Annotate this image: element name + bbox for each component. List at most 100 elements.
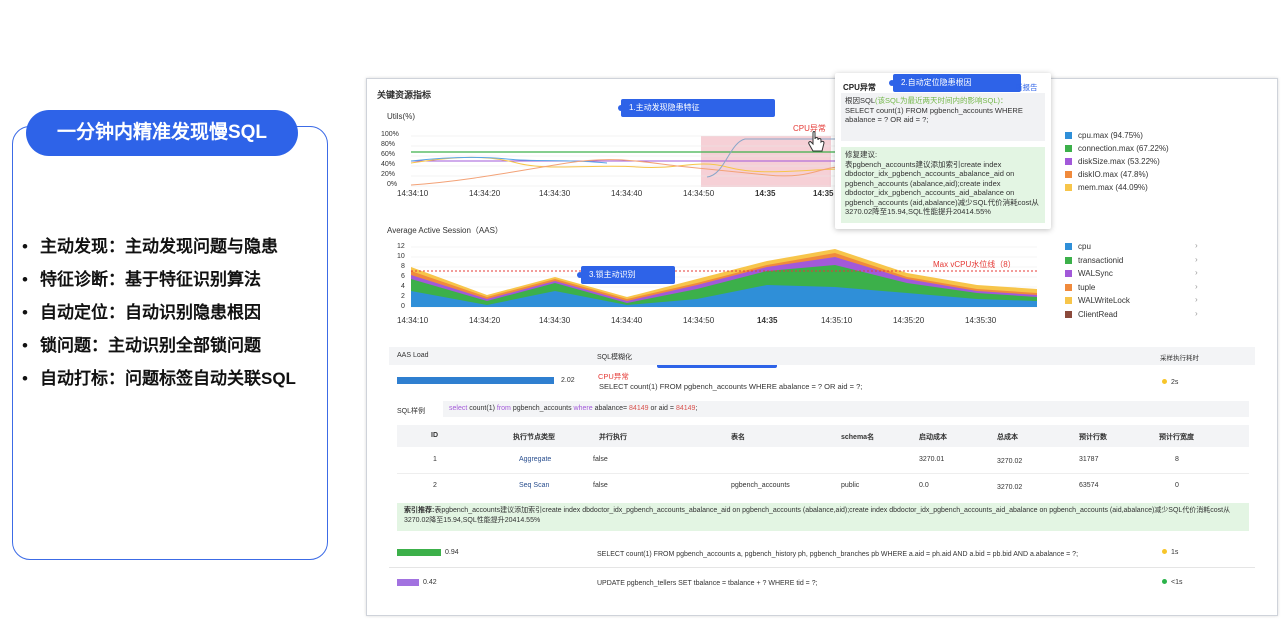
plan-col-header: 并行执行 [599, 434, 627, 441]
cpu-anomaly-popup: CPU异常 根因SQL(该SQL为最近两天时间内的影响SQL)： SELECT … [835, 73, 1051, 229]
feature-item: 自动定位：自动识别隐患根因 [22, 302, 296, 335]
plan-col-header: 执行节点类型 [513, 434, 555, 441]
callout-3-dot [577, 272, 583, 278]
plan-cell: 31787 [1079, 456, 1099, 463]
status-dot [1162, 549, 1167, 554]
plan-cell: 3270.02 [997, 458, 1023, 465]
cpu-anomaly-tag: CPU异常 [598, 372, 629, 381]
plan-col-header: 预计行数 [1079, 434, 1107, 441]
legend-swatch [1065, 132, 1072, 139]
exec-time-2: 1s [1162, 549, 1178, 556]
status-dot [1162, 379, 1167, 384]
aas-x-tick: 14:34:40 [611, 316, 643, 325]
max-vcpu-label: Max vCPU水位线（8） [933, 260, 1016, 269]
feature-badge: 一分钟内精准发现慢SQL [26, 110, 298, 156]
sql-sample-bar [443, 401, 1249, 417]
utils-y-tick: 0% [387, 181, 398, 188]
aas-chart-title: Average Active Session（AAS） [387, 226, 503, 235]
aas-y-tick: 4 [401, 283, 405, 290]
callout-3: 3.锁主动识别 [581, 266, 675, 284]
pointer-hand-icon [808, 131, 825, 152]
feature-item: 自动打标：问题标签自动关联SQL [22, 368, 296, 401]
plan-cell: Aggregate [519, 456, 552, 463]
aas-y-tick: 12 [397, 243, 405, 250]
aas-x-tick: 14:34:10 [397, 316, 429, 325]
utils-x-tick: 14:34:30 [539, 189, 571, 198]
chevron-right-icon[interactable]: › [1195, 254, 1198, 264]
utils-x-tick: 14:34:20 [469, 189, 501, 198]
legend-swatch [1065, 243, 1072, 250]
utils-x-tick: 14:35 [813, 189, 834, 198]
callout-1-dot [618, 105, 624, 111]
plan-cell: Seq Scan [519, 482, 550, 489]
plan-cell: 1 [433, 456, 437, 463]
sql-text-1[interactable]: SELECT count(1) FROM pgbench_accounts WH… [599, 382, 863, 391]
legend-swatch [1065, 270, 1072, 277]
report-link[interactable]: 断报告 [1015, 83, 1038, 92]
cpu-anomaly-label: CPU异常 [793, 124, 826, 133]
col-aas-load: AAS Load [397, 352, 429, 359]
utils-chart-title: Utils(%) [387, 112, 415, 121]
plan-cell: 63574 [1079, 482, 1099, 489]
index-recommendation: 索引推荐:表pgbench_accounts建议添加索引create index… [397, 503, 1249, 531]
aas-cpu-area [411, 285, 1037, 307]
cpu-series-b [706, 138, 837, 178]
aas-x-tick: 14:35:30 [965, 316, 997, 325]
utils-legend-item[interactable]: mem.max (44.09%) [1065, 183, 1148, 192]
utils-y-tick: 60% [381, 151, 396, 158]
plan-row-divider [397, 473, 1249, 474]
chevron-right-icon[interactable]: › [1195, 268, 1198, 277]
row-divider [389, 567, 1255, 568]
aas-legend-item[interactable]: transactionid [1065, 256, 1123, 265]
utils-legend-item[interactable]: diskSize.max (53.22%) [1065, 157, 1160, 166]
aas-load-bar-1 [397, 377, 554, 384]
chevron-right-icon[interactable]: › [1195, 281, 1198, 291]
aas-x-tick: 14:35:10 [821, 316, 853, 325]
plan-col-header: 表名 [731, 434, 745, 441]
utils-x-tick: 14:34:40 [611, 189, 643, 198]
sql-text-2[interactable]: SELECT count(1) FROM pgbench_accounts a,… [597, 551, 1079, 558]
legend-swatch [1065, 297, 1072, 304]
plan-cell: pgbench_accounts [731, 482, 790, 489]
legend-swatch [1065, 184, 1072, 191]
chevron-right-icon[interactable]: › [1195, 295, 1198, 304]
aas-legend-item[interactable]: tuple [1065, 283, 1095, 292]
cpu-series-a [410, 156, 608, 164]
col-exec-time: 采样执行耗时 [1160, 355, 1199, 362]
legend-swatch [1065, 158, 1072, 165]
utils-x-tick: 14:34:10 [397, 189, 429, 198]
aas-load-value-3: 0.42 [423, 579, 437, 586]
aas-legend-item[interactable]: cpu [1065, 242, 1091, 251]
aas-load-value-2: 0.94 [445, 549, 459, 556]
aas-x-tick: 14:34:30 [539, 316, 571, 325]
chevron-right-icon[interactable]: › [1195, 308, 1198, 318]
chevron-right-icon[interactable]: › [1195, 241, 1198, 250]
aas-y-tick: 8 [401, 263, 405, 270]
callout-1: 1.主动发现隐患特征 [621, 99, 775, 117]
aas-legend-item[interactable]: WALWriteLock [1065, 296, 1130, 305]
feature-item: 锁问题：主动识别全部锁问题 [22, 335, 296, 368]
utils-y-tick: 80% [381, 141, 396, 148]
plan-cell: false [593, 456, 608, 463]
utils-legend-item[interactable]: diskIO.max (47.8%) [1065, 170, 1148, 179]
plan-table-header [397, 425, 1249, 447]
aas-legend-item[interactable]: WALSync [1065, 269, 1113, 278]
utils-y-tick: 100% [381, 131, 399, 138]
plan-cell: 0 [1175, 482, 1179, 489]
dashboard-title: 关键资源指标 [377, 90, 432, 100]
utils-chart [410, 135, 838, 187]
utils-legend-item[interactable]: cpu.max (94.75%) [1065, 131, 1143, 140]
feature-list: 主动发现：主动发现问题与隐患 特征诊断：基于特征识别算法 自动定位：自动识别隐患… [22, 236, 296, 401]
utils-legend-item[interactable]: connection.max (67.22%) [1065, 144, 1169, 153]
aas-legend-item[interactable]: ClientRead [1065, 310, 1118, 319]
legend-swatch [1065, 283, 1072, 291]
plan-cell: 8 [1175, 456, 1179, 463]
plan-col-header: ID [431, 432, 438, 439]
utils-y-tick: 20% [381, 171, 396, 178]
aas-load-value-1: 2.02 [561, 377, 575, 384]
exec-time-1: 2s [1162, 379, 1178, 386]
sql-text-3[interactable]: UPDATE pgbench_tellers SET tbalance = tb… [597, 580, 818, 587]
plan-cell: 3270.01 [919, 456, 945, 463]
callout-2-dot [889, 80, 895, 86]
plan-cell: false [593, 482, 608, 489]
